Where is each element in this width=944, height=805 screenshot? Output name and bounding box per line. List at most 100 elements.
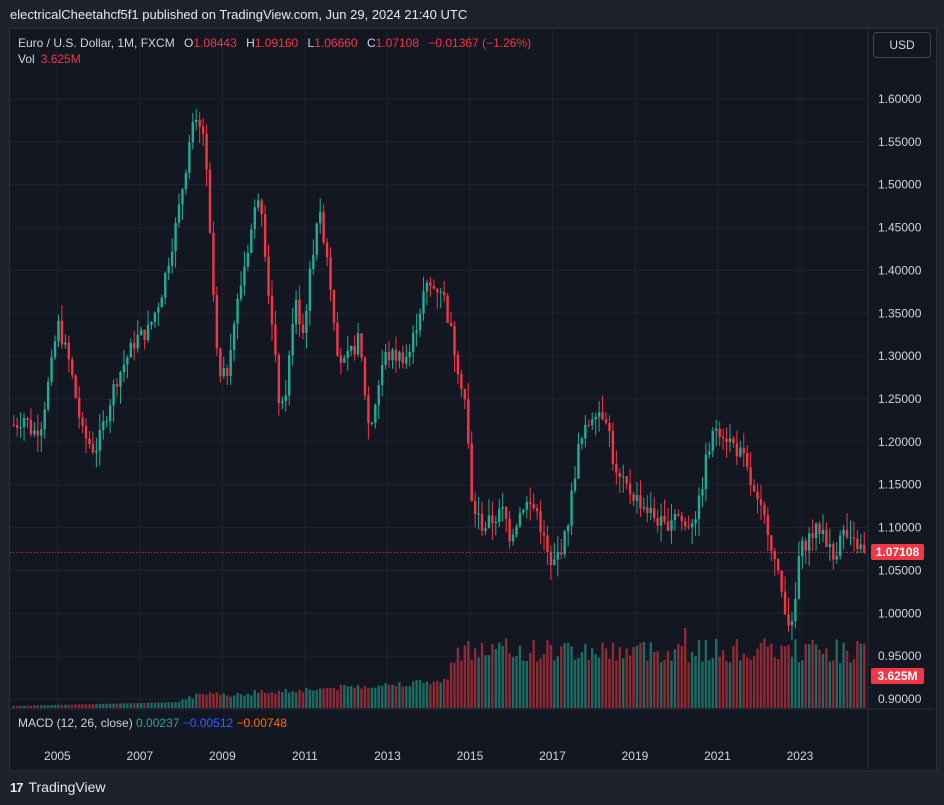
volume-bar [84,704,88,708]
volume-bar [312,690,315,708]
volume-bar [418,680,422,708]
candle-body [12,424,15,426]
candle-body [212,232,215,296]
volume-bar [422,683,425,708]
currency-button[interactable]: USD [873,32,931,58]
candle-body [456,354,460,375]
candle-body [312,254,315,269]
candle-body [763,505,766,516]
candle-body [776,559,780,571]
volume-bar [749,659,752,708]
candle-body [563,531,566,555]
candle-body [783,591,787,615]
volume-bar [215,692,219,708]
volume-bar [71,704,74,708]
candle-body [153,312,157,322]
candle-body [236,298,239,324]
volume-bar [40,705,43,708]
volume-bar [294,692,298,708]
time-tick-label: 2015 [457,749,484,763]
candle-body [195,119,198,123]
volume-bar [133,703,136,708]
candle-body [374,404,377,423]
price-tick-label: 1.60000 [878,92,922,106]
volume-bar [43,705,46,708]
candle-body [859,544,863,550]
candle-body [29,419,33,435]
volume-bar [229,696,232,708]
candle-body [305,310,308,333]
volume-bar [305,687,308,708]
candle-body [501,506,504,509]
symbol-title: Euro / U.S. Dollar, 1M, FXCM [18,36,175,50]
volume-bar [95,704,98,708]
macd-signal-value: −0.00512 [182,716,234,730]
candle-body [408,351,411,357]
volume-bar [611,642,615,708]
candle-body [146,324,150,341]
candle-body [756,491,759,500]
candle-body [739,448,742,457]
volume-bar [859,643,863,708]
candle-body [191,122,194,143]
candle-body [391,349,394,361]
candle-body [250,229,253,253]
candle-body [838,535,842,556]
candle-body [549,551,553,566]
candle-body [801,540,804,557]
candle-body [67,342,71,360]
candle-body [353,345,356,355]
candle-body [697,495,701,520]
volume-bar [608,658,611,708]
footer[interactable]: 17 TradingView [10,779,106,795]
candle-body [649,508,652,513]
candle-body [656,517,659,526]
volume-bar [508,653,511,708]
time-tick-label: 2021 [704,749,731,763]
volume-bar [360,688,363,708]
volume-bar [708,660,711,708]
candle-body [494,521,498,524]
candle-body [284,395,287,402]
volume-bar [759,642,763,708]
candle-body [219,348,222,377]
publish-info: electricalCheetahcf5f1 published on Trad… [10,7,468,22]
candle-body [126,357,129,365]
volume-bar [411,681,415,708]
candle-body [257,200,260,208]
candle-body [611,431,615,465]
volume-bar [284,688,287,708]
volume-bar [308,689,312,708]
volume-bar [838,662,842,708]
volume-bar [77,704,81,708]
candle-body [422,291,425,314]
candle-body [725,438,728,442]
volume-bar [239,694,243,708]
volume-bar [274,693,277,708]
candle-body [377,385,380,405]
volume-bar [339,684,343,708]
candle-body [615,464,618,473]
candle-body [653,508,656,518]
volume-bar [329,688,332,708]
candle-body [108,405,112,422]
candle-body [477,513,480,515]
volume-bar [167,702,170,708]
candle-body [632,494,635,501]
time-tick-label: 2013 [374,749,401,763]
volume-bar [491,643,494,708]
candle-body [711,430,714,452]
volume-bar [219,694,222,708]
candle-body [181,189,184,205]
candle-body [642,507,646,509]
volume-bar [322,688,325,708]
volume-bar [529,652,532,708]
volume-bar [405,686,408,708]
volume-bar [150,702,153,708]
volume-bar [449,662,453,708]
volume-bar [845,650,849,708]
candle-body [246,252,250,267]
volume-bar [501,645,504,708]
candle-body [787,614,790,626]
